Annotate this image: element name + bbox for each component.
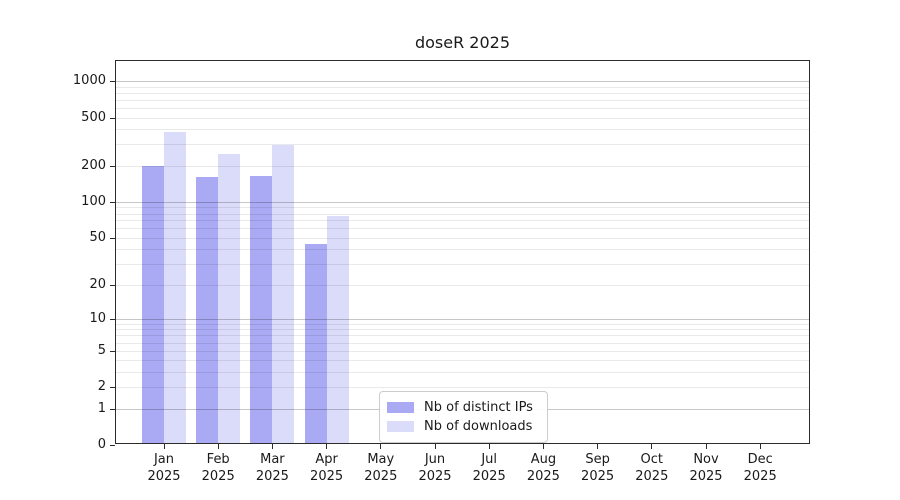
- y-tick-label-200: 200: [81, 157, 106, 173]
- x-tick-label-aug: Aug 2025: [526, 452, 560, 484]
- gridline-minor: [116, 207, 809, 209]
- gridline-major: [116, 81, 809, 82]
- legend-label: Nb of distinct IPs: [424, 400, 533, 415]
- gridline-minor: [116, 249, 809, 251]
- y-tick-mark: [110, 408, 115, 410]
- x-tick-label-sep: Sep 2025: [581, 452, 615, 484]
- x-tick-label-nov: Nov 2025: [689, 452, 723, 484]
- y-tick-mark: [110, 165, 115, 167]
- bar-nb-of-downloads-feb: [218, 154, 241, 443]
- x-tick-label-apr: Apr 2025: [310, 452, 344, 484]
- y-tick-label-50: 50: [89, 229, 106, 245]
- y-tick-mark: [110, 387, 115, 389]
- x-tick-label-jun: Jun 2025: [418, 452, 452, 484]
- legend-entry: Nb of distinct IPs: [387, 399, 539, 416]
- x-tick-mark: [326, 444, 328, 449]
- gridline-minor: [116, 372, 809, 373]
- gridline-minor: [116, 99, 809, 101]
- gridline-minor: [116, 360, 809, 362]
- gridline-minor: [116, 129, 809, 131]
- gridline-minor: [116, 92, 809, 94]
- x-tick-mark: [597, 444, 599, 449]
- gridline-minor: [116, 165, 809, 167]
- x-tick-mark: [705, 444, 707, 449]
- y-tick-mark: [110, 318, 115, 320]
- x-tick-label-jul: Jul 2025: [472, 452, 506, 484]
- x-tick-mark: [542, 444, 544, 449]
- gridline-minor: [116, 323, 809, 325]
- x-tick-mark: [651, 444, 653, 449]
- y-tick-label-1000: 1000: [72, 73, 106, 88]
- gridline-minor: [116, 264, 809, 266]
- x-tick-label-mar: Mar 2025: [255, 452, 289, 484]
- axis-layer: 0 1 2 5 10 20 50 100 200 500 1000 Jan 2025 Feb 2025 Mar…: [73, 61, 809, 484]
- y-tick-label-1: 1: [97, 400, 106, 416]
- chart-title: doseR 2025: [414, 33, 511, 52]
- legend-swatch: [387, 421, 414, 432]
- bar-nb-of-downloads-mar: [272, 144, 295, 443]
- plot-area: 0 1 2 5 10 20 50 100 200 500 1000 Jan 2025 Feb 2025 Mar…: [73, 60, 810, 484]
- y-tick-mark: [110, 350, 115, 352]
- x-tick-mark: [217, 444, 219, 449]
- y-tick-label-0: 0: [97, 437, 106, 452]
- gridline-minor: [116, 117, 809, 119]
- gridline-minor: [116, 350, 809, 352]
- bar-nb-of-downloads-jan: [164, 132, 186, 443]
- x-tick-mark: [488, 444, 490, 449]
- gridline-minor: [116, 335, 809, 337]
- x-tick-mark: [380, 444, 382, 449]
- y-tick-mark: [110, 201, 115, 203]
- x-tick-mark: [163, 444, 165, 449]
- gridline-minor: [116, 86, 809, 88]
- legend-label: Nb of downloads: [424, 419, 533, 434]
- gridline-minor: [116, 220, 809, 222]
- y-tick-mark: [110, 117, 115, 119]
- bar-nb-of-distinct-ips-jan: [142, 166, 164, 443]
- y-tick-label-500: 500: [81, 109, 106, 125]
- bar-nb-of-distinct-ips-apr: [304, 243, 327, 443]
- y-tick-mark: [110, 284, 115, 286]
- gridline-minor: [116, 107, 809, 109]
- gridline-minor: [116, 144, 809, 146]
- y-tick-label-100: 100: [81, 193, 106, 209]
- x-tick-label-jan: Jan 2025: [147, 452, 181, 484]
- gridline-minor: [116, 387, 809, 389]
- gridline-major: [116, 318, 809, 320]
- legend-swatch: [387, 402, 414, 413]
- x-tick-label-may: May 2025: [364, 452, 398, 484]
- legend: Nb of distinct IPs Nb of downloads: [379, 391, 548, 443]
- bar-nb-of-distinct-ips-feb: [196, 176, 219, 443]
- gridline-major: [116, 201, 809, 203]
- y-tick-mark: [110, 445, 115, 446]
- gridline-minor: [116, 342, 809, 344]
- y-tick-label-2: 2: [97, 379, 106, 395]
- x-tick-mark: [434, 444, 436, 449]
- gridline-minor: [116, 329, 809, 331]
- y-tick-label-20: 20: [89, 276, 106, 292]
- bar-nb-of-distinct-ips-mar: [250, 175, 273, 443]
- x-tick-mark: [759, 444, 761, 449]
- y-tick-label-5: 5: [97, 342, 106, 358]
- x-tick-label-feb: Feb 2025: [201, 452, 235, 484]
- legend-entry: Nb of downloads: [387, 418, 539, 435]
- gridline-minor: [116, 213, 809, 215]
- y-tick-mark: [110, 237, 115, 239]
- y-tick-mark: [110, 81, 115, 82]
- gridline-minor: [116, 284, 809, 286]
- x-tick-label-dec: Dec 2025: [743, 452, 777, 484]
- x-tick-label-oct: Oct 2025: [635, 452, 669, 484]
- bar-nb-of-downloads-apr: [326, 216, 349, 443]
- gridline-minor: [116, 237, 809, 239]
- gridline-minor: [116, 228, 809, 230]
- y-tick-label-10: 10: [89, 310, 106, 326]
- bars-layer: [116, 61, 809, 443]
- x-tick-mark: [271, 444, 273, 449]
